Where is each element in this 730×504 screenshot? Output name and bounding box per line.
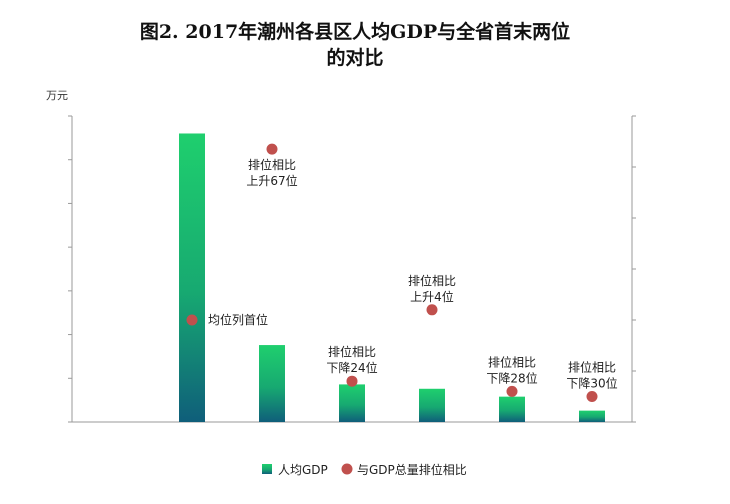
annotation-text: 排位相比 [248, 157, 296, 172]
annotation-text: 下降30位 [566, 376, 617, 391]
bar [419, 388, 445, 422]
legend-bar-swatch [262, 464, 272, 474]
annotation-text: 排位相比 [488, 354, 536, 369]
legend-label: 人均GDP [278, 463, 328, 477]
bar [499, 396, 525, 422]
bar [259, 345, 285, 422]
y-left-unit-label: 万元 [46, 89, 68, 102]
points [186, 143, 598, 402]
data-point [506, 385, 518, 397]
annotation-text: 排位相比 [568, 360, 616, 375]
chart-title-line1: 图2. 2017年潮州各县区人均GDP与全省首末两位 [140, 20, 570, 43]
data-point [426, 304, 438, 316]
annotation-text: 上升67位 [246, 173, 297, 188]
legend: 人均GDP 与GDP总量排位相比 [262, 462, 467, 477]
chart-title-line2: 的对比 [326, 46, 383, 69]
bar [179, 133, 205, 422]
bars [179, 133, 605, 422]
annotation-text: 均位列首位 [208, 312, 268, 327]
annotation-text: 下降28位 [486, 370, 537, 385]
bar [339, 384, 365, 422]
data-point [586, 391, 598, 402]
annotation-text: 排位相比 [408, 273, 456, 288]
legend-label: 与GDP总量排位相比 [357, 462, 467, 477]
legend-point-swatch [341, 463, 353, 475]
data-point [186, 314, 198, 326]
annotation-text: 上升4位 [410, 289, 454, 304]
annotation-text: 排位相比 [328, 344, 376, 359]
data-point [346, 375, 358, 387]
annotations: 均位列首位排位相比上升67位排位相比下降24位排位相比上升4位排位相比下降28位… [208, 157, 618, 390]
annotation-text: 下降24位 [326, 360, 377, 375]
bar [579, 410, 605, 422]
data-point [266, 143, 278, 155]
